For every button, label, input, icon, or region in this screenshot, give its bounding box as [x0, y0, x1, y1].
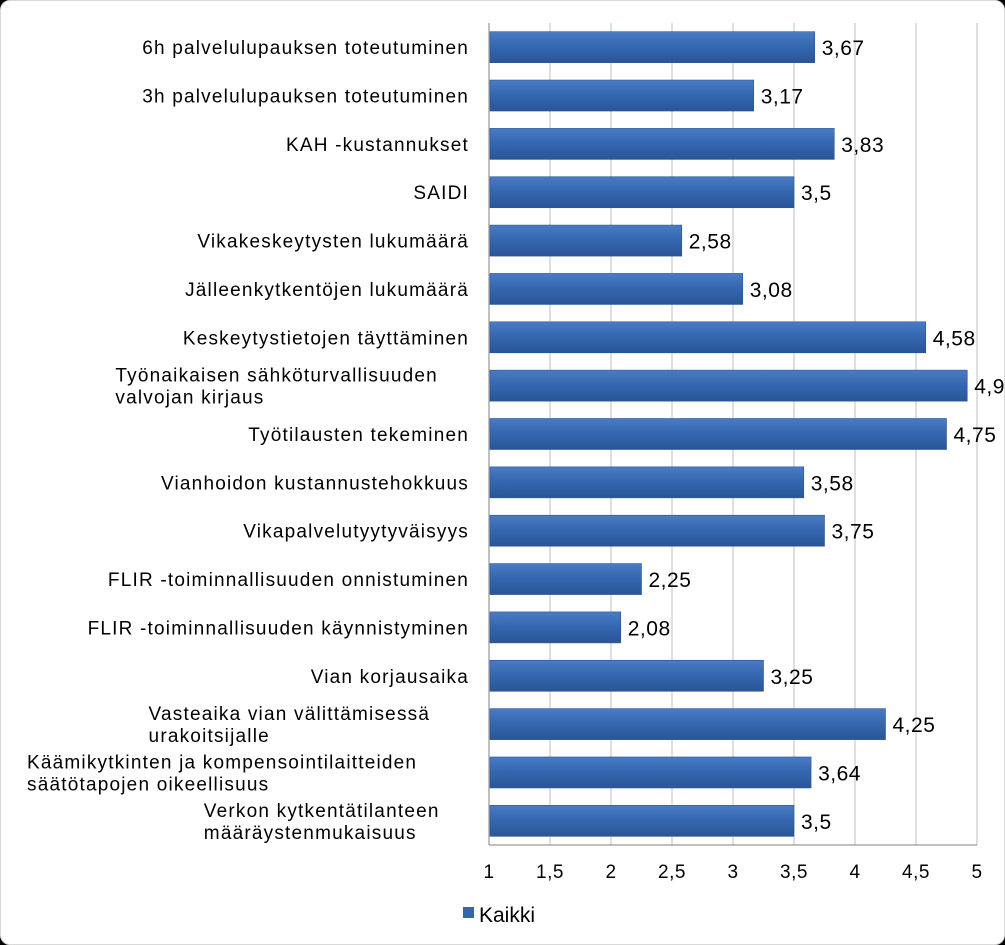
bar	[489, 321, 927, 354]
x-tick-label: 4	[849, 862, 860, 883]
bar	[489, 31, 816, 63]
category-label: 3h palvelulupauksen toteutuminen	[142, 87, 469, 108]
category-label: Vikapalvelutyytyväisyys	[243, 522, 469, 543]
x-tick-label: 2	[605, 862, 616, 883]
value-label: 2,25	[649, 569, 692, 592]
x-tick-label: 4,5	[902, 862, 930, 883]
bar	[489, 563, 642, 595]
category-label: Vasteaika vian välittämisessä	[149, 704, 431, 725]
value-label: 3,08	[750, 279, 793, 302]
category-label: Käämikytkinten ja kompensointilaitteiden	[27, 752, 417, 773]
x-tick-label: 1,5	[536, 862, 564, 883]
category-label: SAIDI	[413, 183, 469, 204]
category-label: säätötapojen oikeellisuus	[27, 774, 269, 795]
value-label: 3,67	[822, 37, 865, 60]
category-label: Vian korjausaika	[311, 667, 469, 688]
legend-swatch	[463, 907, 474, 918]
category-label: Työtilausten tekeminen	[248, 425, 469, 446]
x-tick-label: 3,5	[780, 862, 808, 883]
value-label: 2,08	[628, 617, 671, 640]
value-label: 3,5	[801, 182, 832, 205]
category-label: valvojan kirjaus	[115, 388, 264, 409]
category-label: Jälleenkytkentöjen lukumäärä	[185, 280, 469, 301]
category-label: määräystenmukaisuus	[204, 823, 417, 844]
x-tick-label: 1	[483, 862, 494, 883]
category-label: FLIR -toiminnallisuuden käynnistyminen	[88, 618, 469, 639]
value-label: 3,83	[841, 134, 884, 157]
category-label: urakoitsijalle	[149, 726, 270, 747]
value-label: 4,58	[933, 327, 976, 350]
value-label: 3,58	[811, 472, 854, 495]
bar	[489, 756, 812, 789]
bar	[489, 128, 835, 160]
category-label: 6h palvelulupauksen toteutuminen	[142, 38, 469, 59]
bar	[489, 708, 886, 740]
legend-label: Kaikki	[479, 904, 535, 927]
value-label: 3,5	[801, 811, 832, 834]
bar	[489, 514, 825, 547]
bar	[489, 805, 795, 837]
category-label: Työnaikaisen sähköturvallisuuden	[115, 366, 438, 387]
value-label: 2,58	[689, 231, 732, 254]
value-label: 4,92	[974, 376, 1004, 399]
value-label: 3,25	[771, 666, 814, 689]
category-label: Vianhoidon kustannustehokkuus	[161, 473, 469, 494]
bar	[489, 369, 968, 402]
bar	[489, 418, 947, 450]
category-label: Verkon kytkentätilanteen	[204, 801, 440, 822]
value-label: 4,75	[954, 424, 997, 447]
value-label: 4,25	[893, 714, 936, 737]
x-tick-label: 5	[971, 862, 982, 883]
category-label: Vikakeskeytysten lukumäärä	[197, 232, 469, 253]
bar	[489, 79, 755, 112]
bar	[489, 176, 795, 209]
bar	[489, 273, 744, 305]
bar	[489, 224, 683, 257]
category-label: KAH -kustannukset	[286, 135, 469, 156]
bar	[489, 611, 622, 644]
x-tick-label: 3	[727, 862, 738, 883]
category-label: FLIR -toiminnallisuuden onnistuminen	[108, 570, 469, 591]
bar	[489, 659, 764, 692]
value-label: 3,64	[818, 762, 861, 785]
value-label: 3,17	[761, 86, 804, 109]
category-label: Keskeytystietojen täyttäminen	[183, 328, 469, 349]
x-tick-label: 2,5	[658, 862, 686, 883]
bar	[489, 466, 805, 499]
value-label: 3,75	[832, 521, 875, 544]
